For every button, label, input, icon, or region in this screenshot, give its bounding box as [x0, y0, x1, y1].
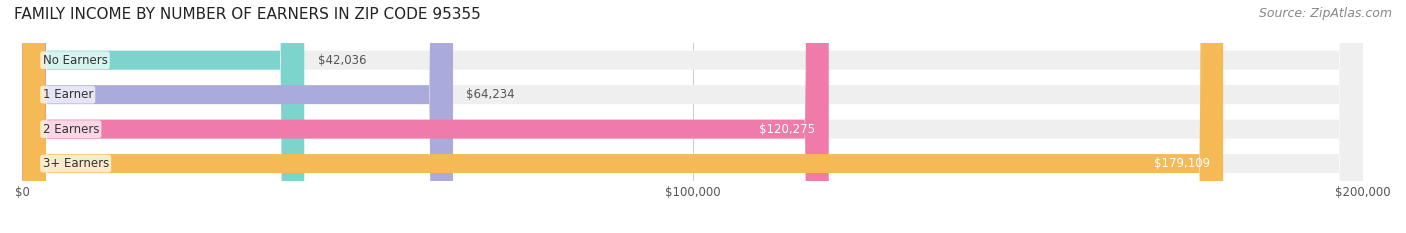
Text: $179,109: $179,109 [1153, 157, 1209, 170]
Text: $42,036: $42,036 [318, 54, 366, 67]
Text: Source: ZipAtlas.com: Source: ZipAtlas.com [1258, 7, 1392, 20]
FancyBboxPatch shape [22, 0, 1364, 233]
FancyBboxPatch shape [22, 0, 1364, 233]
Text: $64,234: $64,234 [467, 88, 515, 101]
FancyBboxPatch shape [22, 0, 453, 233]
Text: 3+ Earners: 3+ Earners [42, 157, 108, 170]
Text: $120,275: $120,275 [759, 123, 815, 136]
FancyBboxPatch shape [22, 0, 1364, 233]
FancyBboxPatch shape [22, 0, 304, 233]
Text: FAMILY INCOME BY NUMBER OF EARNERS IN ZIP CODE 95355: FAMILY INCOME BY NUMBER OF EARNERS IN ZI… [14, 7, 481, 22]
FancyBboxPatch shape [22, 0, 1223, 233]
Text: 1 Earner: 1 Earner [42, 88, 93, 101]
FancyBboxPatch shape [22, 0, 828, 233]
Text: No Earners: No Earners [42, 54, 107, 67]
Text: 2 Earners: 2 Earners [42, 123, 98, 136]
FancyBboxPatch shape [22, 0, 1364, 233]
